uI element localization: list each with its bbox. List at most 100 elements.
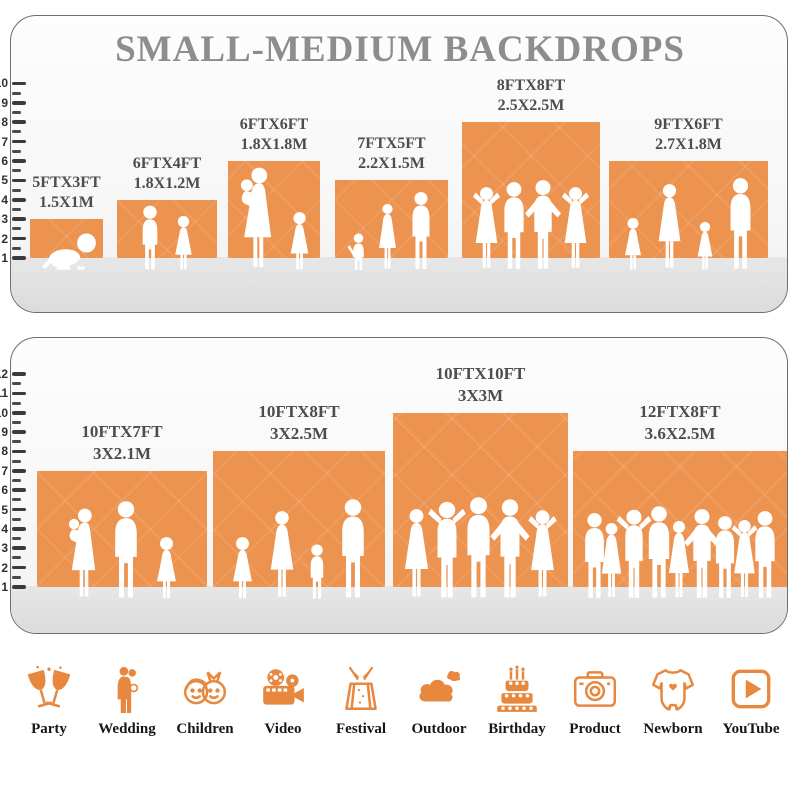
person-silhouette-woman-up [528,510,557,597]
ruler-number: 10 [0,405,8,420]
ruler-tick-minor [12,517,21,521]
ruler-tick-minor [12,459,21,463]
ruler-tick-minor [12,208,21,211]
ruler-tick-minor [12,111,21,114]
backdrop-size-ft: 5FTX3FT [32,174,101,192]
person-silhouette-man-hips [683,509,720,598]
ruler-number: 5 [1,502,8,517]
ruler-tick-major [12,178,26,183]
person-silhouette-man [730,178,751,269]
wedding-icon [99,656,155,714]
ruler-tick-minor [12,91,21,95]
ruler-tick-major [12,469,26,473]
ruler-tick-major [12,565,26,570]
backdrop-size-m: 1.8X1.8M [240,136,308,153]
outdoor-icon [411,656,467,714]
backdrop-label: 12FTX8FT 3.6X2.5M [580,401,780,445]
ruler-tick-minor [12,227,21,231]
backdrop-label: 10FTX8FT 3X2.5M [199,401,399,445]
ruler-tick-minor [12,188,21,192]
person-silhouette-girl [697,221,713,270]
category-label: Video [264,721,302,737]
ruler-tick-major [12,101,26,105]
backdrop-label: 10FTX7FT 3X2.1M [22,421,222,465]
backdrop-size-ft: 9FTX6FT [654,116,723,133]
person-silhouette-man [715,516,734,598]
category-label: Party [31,721,67,737]
category-label: Outdoor [411,721,467,737]
ruler-tick-minor [12,479,21,483]
person-silhouette-man [342,499,364,598]
ruler-number: 11 [0,386,8,401]
category-party: Party [16,656,82,738]
category-video: Video [250,656,316,738]
ruler-number: 8 [1,115,8,130]
ruler-tick-minor [12,246,21,250]
person-silhouette-boy [142,205,158,270]
person-silhouette-mother [240,167,272,268]
category-label: Children [176,721,234,737]
person-silhouette-woman [601,522,622,598]
person-silhouette-girl [625,217,641,270]
person-silhouette-woman [270,511,294,597]
person-silhouette-man [755,511,775,598]
backdrop-size-ft: 10FTX10FT [435,363,526,383]
person-silhouette-man-up [428,501,466,598]
person-silhouette-girl [290,212,309,270]
figure-group [397,496,564,600]
ruler-tick-major [12,546,26,551]
person-silhouette-woman [668,521,689,597]
person-silhouette-baby [42,233,96,270]
person-silhouette-toddler [347,233,364,270]
ruler-tick-minor [12,498,21,502]
ruler-tick-major [12,217,26,221]
person-silhouette-girl [156,537,176,599]
ruler-number: 9 [1,95,8,110]
ruler-tick-major [12,198,26,202]
ruler-tick-minor [12,537,21,541]
ruler-tick-minor [12,575,21,579]
ruler-number: 3 [1,212,8,227]
ruler-tick-major [12,391,26,396]
ruler-number: 4 [1,192,8,207]
ruler-number: 10 [0,76,8,91]
backdrop-size-ft: 12FTX8FT [639,402,721,422]
category-youtube: YouTube [718,656,784,738]
ruler-number: 7 [1,463,8,478]
backdrop-size-ft: 6FTX4FT [132,154,202,172]
ruler-number: 3 [1,541,8,556]
person-silhouette-man [585,513,604,598]
backdrop-size-m: 2.5X2.5M [497,97,565,115]
ruler-number: 4 [1,521,8,536]
floor-strip [11,586,787,633]
person-silhouette-woman-up [731,520,758,597]
backdrop-bar-6ftx4ft [117,199,217,258]
ruler-tick-major [12,139,26,144]
person-silhouette-girl [175,216,192,270]
birthday-icon [489,656,545,714]
ruler-tick-minor [12,556,21,560]
ruler-number: 8 [1,444,8,459]
backdrop-size-ft: 8FTX8FT [496,77,566,95]
ruler-tick-major [12,507,26,512]
backdrop-size-m: 2.7X1.8M [655,136,722,153]
category-label: Wedding [98,721,156,737]
person-silhouette-woman-up [472,187,501,268]
backdrop-size-m: 3X3M [457,385,504,405]
ruler-tick-major [12,256,26,260]
backdrop-label: 8FTX8FT 2.5X2.5M [431,76,631,116]
figure-group [466,179,596,271]
ruler-number: 1 [1,251,8,265]
children-icon [177,656,233,714]
ruler-number: 6 [1,154,8,168]
video-icon [255,656,311,714]
backdrop-size-m: 3.6X2.5M [644,424,716,444]
ruler-tick-major [12,449,26,454]
backdrop-label: 7FTX5FT 2.2X1.5M [292,134,492,174]
person-silhouette-woman [379,203,396,269]
figure-group [34,229,99,271]
figure-group [613,177,764,271]
category-wedding: Wedding [94,656,160,738]
backdrop-size-m: 1.5X1M [39,194,94,212]
figure-group [121,205,213,271]
